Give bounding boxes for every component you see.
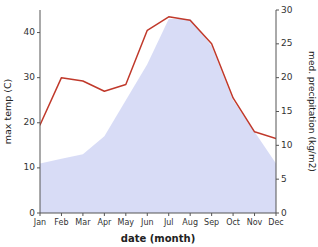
y-axis-label: max temp (C) xyxy=(2,79,13,145)
x-tick-label: May xyxy=(118,218,135,227)
temperature-area xyxy=(40,19,276,213)
x-tick xyxy=(168,213,169,216)
y2-tick-label: 25 xyxy=(281,38,292,48)
x-tick xyxy=(190,213,191,216)
y-tick-label: 30 xyxy=(24,72,36,82)
y2-tick xyxy=(276,111,279,112)
y-tick xyxy=(37,167,40,168)
y2-tick xyxy=(276,77,279,78)
y-tick-label: 40 xyxy=(24,27,36,37)
axes: 0 10 20 30 40 0 5 10 15 20 25 30 Jan Feb Mar Apr May Jun J… xyxy=(24,5,293,228)
y2-tick xyxy=(276,145,279,146)
y2-tick-label: 0 xyxy=(281,208,287,218)
x-tick xyxy=(211,213,212,216)
y2-axis-label: med. precipitation (kg/m2) xyxy=(307,51,317,172)
x-tick xyxy=(254,213,255,216)
x-tick xyxy=(147,213,148,216)
x-tick-label: Dec xyxy=(268,218,283,227)
left-axis-line xyxy=(40,10,41,213)
x-tick xyxy=(61,213,62,216)
y2-tick-label: 20 xyxy=(281,72,293,82)
x-tick-label: Mar xyxy=(75,218,91,227)
x-tick xyxy=(82,213,83,216)
x-tick-label: Jul xyxy=(163,218,174,227)
bottom-axis-line xyxy=(40,213,276,214)
x-tick-label: Feb xyxy=(54,218,68,227)
chart-container: 0 10 20 30 40 0 5 10 15 20 25 30 Jan Feb Mar Apr May Jun J… xyxy=(0,0,318,247)
y-tick xyxy=(37,32,40,33)
plot-area xyxy=(40,17,276,213)
x-tick-label: Sep xyxy=(204,218,219,227)
y-tick-label: 0 xyxy=(29,208,35,218)
y2-tick xyxy=(276,10,279,11)
x-tick xyxy=(125,213,126,216)
y2-tick-label: 30 xyxy=(281,5,293,15)
x-tick-label: Nov xyxy=(247,218,263,227)
y-tick xyxy=(37,77,40,78)
y-tick-label: 20 xyxy=(24,117,36,127)
x-tick xyxy=(104,213,105,216)
x-tick xyxy=(233,213,234,216)
y2-tick xyxy=(276,179,279,180)
x-tick-label: Aug xyxy=(182,218,198,227)
x-tick-label: Jun xyxy=(140,218,154,227)
y2-tick-label: 5 xyxy=(281,174,287,184)
x-tick xyxy=(276,213,277,216)
x-tick-label: Oct xyxy=(226,218,240,227)
x-axis-label: date (month) xyxy=(121,233,195,244)
y-tick-label: 10 xyxy=(24,162,36,172)
y-tick xyxy=(37,122,40,123)
x-tick-label: Apr xyxy=(97,218,112,227)
x-tick xyxy=(40,213,41,216)
y2-tick-label: 15 xyxy=(281,106,292,116)
y2-tick xyxy=(276,43,279,44)
x-tick-label: Jan xyxy=(33,218,46,227)
y2-tick-label: 10 xyxy=(281,140,293,150)
chart: 0 10 20 30 40 0 5 10 15 20 25 30 Jan Feb Mar Apr May Jun J… xyxy=(0,0,318,247)
precipitation-line xyxy=(40,17,276,139)
